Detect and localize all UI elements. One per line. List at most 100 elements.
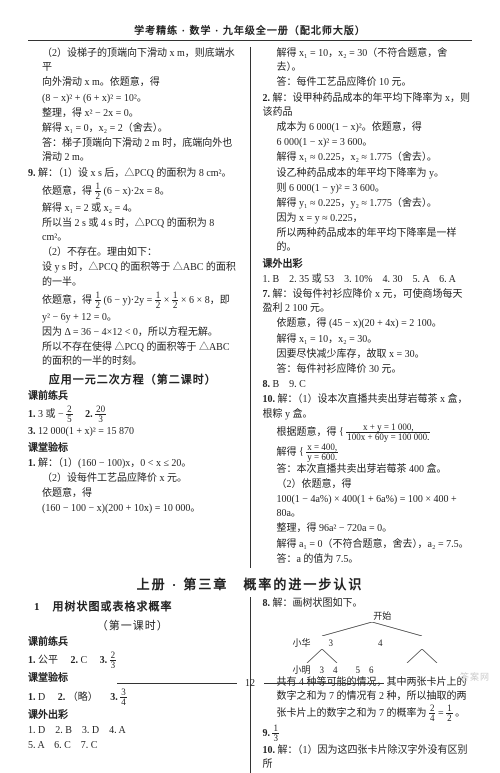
c1: 1. D 2. （略） 3. 34: [28, 688, 238, 707]
l8-2: 向外滑动 x m。依题意，得: [28, 76, 238, 90]
cai-l2: 5. A 6. C 7. C: [28, 739, 238, 753]
r10-2: 根据题意，得 { x + y = 1 000,100x + 60y = 100 …: [262, 423, 472, 442]
r7-4: 因要尽快减少库存，故取 x = 30。: [262, 348, 472, 362]
t: 解：设每件衬衫应降价 x 元，可使商场每天盈利 2 100 元。: [262, 289, 462, 314]
r10-6: 100(1 − 4a%) × 400(1 + 6a%) = 100 × 400 …: [262, 493, 472, 521]
cai-l1: 1. D 2. B 3. D 4. A: [28, 724, 238, 738]
tree-lines2-icon: [292, 649, 452, 663]
txt: (6 − x)·2x = 8。: [104, 185, 170, 196]
t: ×: [164, 295, 170, 306]
page-number: 12: [245, 678, 255, 689]
pre1: 1. 3 或 − 25 2. 203: [28, 405, 238, 424]
r7-3: 解得 x₁ = 10，x₂ = 30。: [262, 333, 472, 347]
tree-hua: 小华: [292, 638, 310, 648]
l9b-4: y² − 6y + 12 = 0。: [28, 311, 238, 325]
v: 4: [333, 665, 338, 675]
col-left: （2）设梯子的顶端向下滑动 x m，则底端水平 向外滑动 x m。依题意，得 (…: [28, 47, 238, 568]
page-footer: 12: [0, 678, 500, 689]
l9b-2: 设 y s 时，△PCQ 的面积等于 △ABC 的面积的一半。: [28, 261, 238, 289]
r10-9: 答：a 的值为 7.5。: [262, 553, 472, 567]
t: 根据题意，得: [276, 426, 336, 437]
sec3-title: 1 用树状图或表格求概率: [34, 600, 238, 616]
t: 12 000(1 + x)² = 15 870: [38, 426, 134, 437]
t: 依题意，得: [42, 295, 92, 306]
tree-ming: 小明: [292, 665, 310, 675]
sec3-sub: （第一课时）: [28, 619, 238, 635]
r8b: 8. 解：画树状图如下。: [262, 597, 472, 611]
col-right: 解得 x₁ = 10，x₂ = 30（不符合题意，舍去）。 答：每件工艺品应降价…: [262, 47, 472, 568]
pre3: 3. 12 000(1 + x)² = 15 870: [28, 425, 238, 439]
r2-5: 设乙种药品成本的年平均下降率为 y。: [262, 167, 472, 181]
cai-head: 课外出彩: [262, 258, 472, 272]
l9a-2: 解得 x₁ = 2 或 x₂ = 4。: [28, 202, 238, 216]
r2-8: 因为 x = y ≈ 0.225，: [262, 212, 472, 226]
cai2h: 课外出彩: [28, 709, 238, 723]
l8-4: 整理，得 x² − 2x = 0。: [28, 107, 238, 121]
t: 解：设甲种药品成本的年平均下降率为 x，则该药品: [262, 93, 470, 118]
l9-lead-text: 解：（1）设 x s 后，△PCQ 的面积为 8 cm²。: [38, 168, 232, 179]
r10-7: 整理，得 96a² − 720a = 0。: [262, 522, 472, 536]
t: × 6 × 8，即: [181, 295, 230, 306]
v: 5: [356, 665, 361, 675]
pre-head: 课前练兵: [28, 390, 238, 404]
l9a-1: 依题意，得 12 (6 − x)·2x = 8。: [28, 182, 238, 201]
t: 3 或 −: [38, 409, 64, 420]
t: 解：（1）因为这四张卡片除汉字外没有区别所: [262, 745, 467, 770]
cai1: 1. B 2. 35 或 53 3. 10% 4. 30 5. A 6. A: [262, 273, 472, 287]
t: 3: [110, 661, 117, 670]
r10-4: 答：本次直播共卖出芽岩莓茶 400 盒。: [262, 463, 472, 477]
v: 3: [320, 665, 325, 675]
r1-1: 解得 x₁ = 10，x₂ = 30（不符合题意，舍去）。: [262, 47, 472, 75]
l9b-3: 依题意，得 12 (6 − y)·2y = 12 × 12 × 6 × 8，即: [28, 291, 238, 310]
r7-5: 答：每件衬衫应降价 30 元。: [262, 363, 472, 377]
cls1: 1. 解：（1）(160 − 100)x，0 < x ≤ 20。: [28, 457, 238, 471]
l9a-3: 所以当 2 s 或 4 s 时，△PCQ 的面积为 8 cm²。: [28, 217, 238, 245]
r1-2: 答：每件工艺品应降价 10 元。: [262, 76, 472, 90]
v: 3: [329, 638, 334, 648]
t: B 9. C: [272, 379, 305, 390]
l9b-5: 因为 Δ = 36 − 4×12 < 0，所以方程无解。: [28, 326, 238, 340]
t: y = 600.: [306, 453, 338, 462]
v: 6: [369, 665, 374, 675]
p3: 1. 公平 2. C 3. 23: [28, 651, 238, 670]
t: 。: [455, 708, 465, 719]
page-header: 学考精练 · 数学 · 九年级全一册（配北师大版）: [28, 22, 472, 41]
r2-7: 解得 y₁ ≈ 0.225，y₂ ≈ 1.775（舍去）。: [262, 197, 472, 211]
cls2a: （2）设每件工艺品应降价 x 元。: [28, 472, 238, 486]
t: (6 − y)·2y =: [104, 295, 153, 306]
r10-8: 解得 a₁ = 0（不符合题意，舍去），a₂ = 7.5。: [262, 538, 472, 552]
tree-diagram: 开始 小华 3 4 小明 3 4 5 6: [292, 612, 472, 675]
tree-lines-icon: [292, 622, 452, 636]
l8-1: （2）设梯子的顶端向下滑动 x m，则底端水平: [28, 47, 238, 75]
t: 1: [272, 724, 279, 734]
t: C: [81, 655, 88, 666]
pre2h: 课前练兵: [28, 636, 238, 650]
l8-6: 答：梯子顶端向下滑动 2 m 时，底端向外也滑动 2 m。: [28, 137, 238, 165]
r8: 8. B 9. C: [262, 378, 472, 392]
r10-5: （2）依题意，得: [262, 478, 472, 492]
r2-1: 2. 解：设甲种药品成本的年平均下降率为 x，则该药品: [262, 92, 472, 120]
l9b-1: （2）不存在。理由如下：: [28, 246, 238, 260]
r10-3: 解得 { x = 400,y = 600.: [262, 443, 472, 462]
cls2c: (160 − 100 − x)(200 + 10x) = 10 000。: [28, 502, 238, 516]
r10-1: 10. 解：（1）设本次直播共卖出芽岩莓茶 x 盒，根粽 y 盒。: [262, 393, 472, 421]
t: =: [438, 708, 444, 719]
r2-3: 6 000(1 − x)² = 3 600。: [262, 136, 472, 150]
t: 解得: [276, 446, 296, 457]
l8-3: (8 − x)² + (6 + x)² = 10²。: [28, 92, 238, 106]
l9b-6: 所以不存在使得 △PCQ 的面积等于 △ABC 的面积的一半的时刻。: [28, 341, 238, 369]
txt: 依题意，得: [42, 185, 92, 196]
t: 解：（1）设本次直播共卖出芽岩莓茶 x 盒，根粽 y 盒。: [262, 394, 467, 419]
l8-5: 解得 x₁ = 0，x₂ = 2（舍去）。: [28, 122, 238, 136]
v: 4: [378, 638, 383, 648]
r2-9: 所以两种药品成本的年平均下降率是一样的。: [262, 227, 472, 255]
cls2b: 依题意，得: [28, 487, 238, 501]
t: 解：画树状图如下。: [272, 598, 362, 609]
tree-start: 开始: [292, 612, 472, 622]
col-divider: [250, 47, 251, 568]
sec2-title: 应用一元二次方程（第二课时）: [28, 373, 238, 389]
r2-2: 成本为 6 000(1 − x)²。依题意，得: [262, 121, 472, 135]
t: 3: [272, 734, 279, 743]
r2-6: 则 6 000(1 − y)² = 3 600。: [262, 182, 472, 196]
t: 解：（1）(160 − 100)x，0 < x ≤ 20。: [38, 458, 191, 469]
